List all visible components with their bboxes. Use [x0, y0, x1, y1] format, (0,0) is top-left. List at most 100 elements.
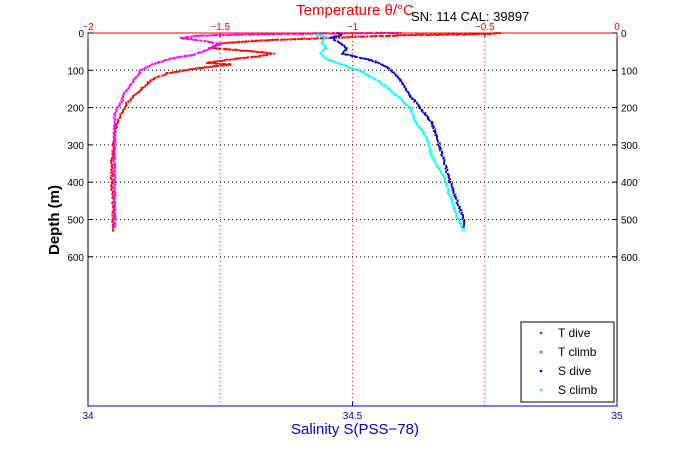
data-point — [218, 59, 221, 62]
data-point — [212, 34, 215, 36]
data-point — [172, 57, 175, 60]
data-point — [123, 108, 126, 110]
data-point — [110, 168, 113, 171]
data-point — [454, 195, 456, 198]
data-point — [381, 83, 384, 86]
data-point — [411, 98, 414, 101]
data-point — [275, 33, 278, 35]
data-point — [112, 195, 115, 198]
data-point — [396, 34, 398, 37]
data-point — [353, 36, 356, 38]
data-point — [200, 66, 203, 69]
data-point — [367, 74, 370, 77]
data-point — [448, 181, 451, 184]
data-point — [112, 207, 115, 210]
data-point — [114, 201, 116, 204]
data-point — [460, 211, 463, 214]
data-point — [341, 36, 344, 39]
data-point — [111, 192, 114, 195]
data-point — [126, 88, 129, 91]
data-point — [397, 95, 400, 98]
data-point — [168, 57, 171, 60]
data-point — [284, 39, 286, 41]
data-point — [182, 69, 185, 72]
data-point — [111, 164, 114, 166]
data-point — [380, 82, 382, 85]
data-point — [198, 39, 201, 42]
data-point — [445, 165, 448, 168]
data-point — [460, 224, 463, 227]
data-point — [359, 70, 362, 73]
data-point — [208, 41, 211, 43]
data-point — [127, 100, 130, 103]
data-point — [113, 151, 116, 154]
data-point — [153, 78, 155, 80]
data-point — [459, 208, 462, 211]
data-point — [241, 49, 244, 52]
data-point — [426, 137, 428, 140]
data-point — [187, 38, 190, 41]
data-point — [235, 57, 238, 60]
data-point — [162, 60, 165, 63]
data-point — [333, 61, 336, 63]
data-point — [264, 33, 267, 36]
data-point — [333, 39, 336, 41]
data-point — [135, 75, 138, 78]
data-point — [428, 149, 431, 152]
data-point — [245, 40, 248, 43]
data-point — [271, 39, 274, 41]
data-point — [389, 69, 392, 72]
data-point — [417, 103, 420, 106]
data-point — [196, 39, 198, 42]
data-point — [480, 33, 483, 35]
data-point — [309, 32, 312, 35]
data-point — [436, 165, 439, 168]
data-point — [211, 41, 214, 44]
legend-marker — [539, 369, 543, 373]
data-point — [325, 58, 328, 61]
data-point — [369, 76, 372, 79]
data-point — [193, 68, 196, 70]
data-point — [447, 173, 449, 176]
data-point — [172, 71, 174, 74]
data-point — [402, 100, 405, 103]
data-point — [410, 96, 413, 99]
data-point — [410, 108, 413, 111]
data-point — [114, 204, 116, 207]
data-point — [415, 122, 418, 125]
legend-marker — [539, 388, 543, 392]
data-point — [195, 34, 197, 37]
data-point — [343, 64, 346, 67]
data-point — [425, 135, 427, 138]
bottom-tick-label: 35 — [611, 411, 623, 422]
data-point — [456, 202, 459, 205]
data-point — [445, 33, 448, 36]
data-point — [215, 34, 218, 36]
data-point — [403, 34, 406, 37]
data-point — [452, 208, 455, 210]
data-point — [229, 64, 232, 66]
data-point — [369, 59, 371, 62]
data-point — [134, 93, 137, 96]
data-point — [341, 63, 343, 66]
data-point — [143, 67, 146, 70]
data-point — [113, 135, 116, 138]
data-point — [222, 33, 225, 36]
data-point — [403, 102, 405, 105]
data-point — [263, 51, 266, 54]
data-point — [401, 34, 404, 37]
data-point — [212, 44, 215, 47]
data-point — [267, 39, 270, 42]
data-point — [460, 209, 463, 212]
data-point — [397, 34, 399, 37]
data-point — [426, 34, 429, 37]
data-point — [110, 174, 113, 177]
data-point — [125, 104, 128, 107]
data-point — [235, 33, 238, 36]
data-point — [206, 49, 209, 52]
data-point — [178, 56, 181, 59]
data-point — [185, 55, 188, 57]
data-point — [244, 57, 246, 60]
data-point — [257, 55, 260, 58]
